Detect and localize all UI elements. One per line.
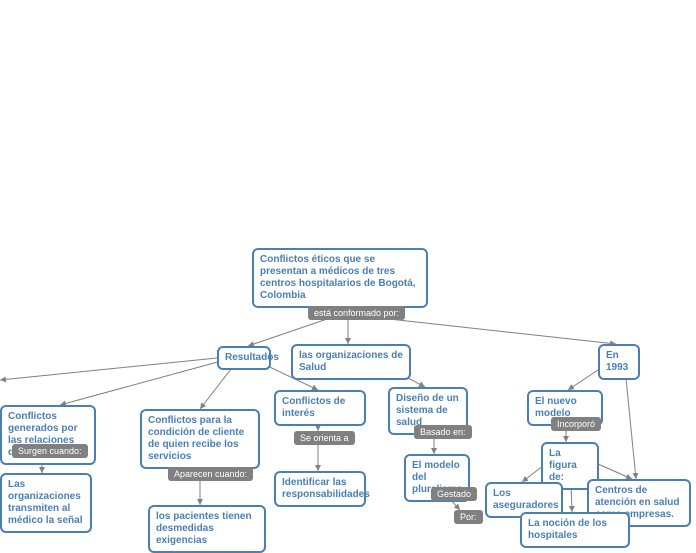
node-nocion[interactable]: La noción de los hospitales	[520, 512, 630, 548]
edge-label-el_surgen: Surgen cuando:	[12, 444, 88, 458]
node-orgs_transmiten[interactable]: Las organizaciones transmiten al médico …	[0, 473, 92, 533]
node-conf_interes[interactable]: Conflictos de interés	[274, 390, 366, 426]
node-resultados[interactable]: Resultados	[217, 346, 271, 370]
edge-label-el_incorporo: Incorporó	[551, 417, 601, 431]
edge-label-el_conformado: está conformado por:	[308, 306, 405, 320]
edge-label-el_por: Por:	[454, 510, 483, 524]
node-conf_cliente[interactable]: Conflictos para la condición de cliente …	[140, 409, 260, 469]
node-root[interactable]: Conflictos éticos que se presentan a méd…	[252, 248, 428, 308]
node-en1993[interactable]: En 1993	[598, 344, 640, 380]
edge-label-el_aparecen: Aparecen cuando:	[168, 467, 253, 481]
edge-label-el_orienta: Se orienta a	[294, 431, 355, 445]
edge-label-el_basado: Basado en:	[414, 425, 472, 439]
node-identificar[interactable]: Identificar las responsabilidades	[274, 471, 366, 507]
node-pacientes[interactable]: los pacientes tienen desmedidas exigenci…	[148, 505, 266, 553]
node-orgs[interactable]: las organizaciones de Salud	[291, 344, 411, 380]
edge-label-el_gestado: Gestado	[431, 487, 477, 501]
